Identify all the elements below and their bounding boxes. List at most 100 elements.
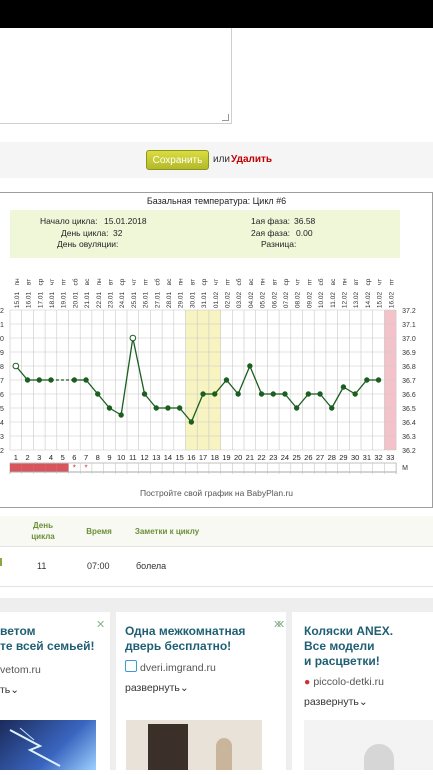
ad-2-expand[interactable]: развернуть⌄ [125,682,189,694]
date-label: 14.02 [365,291,372,308]
table-header [0,516,433,546]
weekday-label: сб [153,278,161,285]
temperature-line-segment [284,393,298,409]
y-tick-label-left: 1 [0,322,4,329]
ad-2-domain-label[interactable]: dveri.imgrand.ru [140,662,216,674]
weekday-label: пт [61,279,68,286]
date-label: 18.01 [49,291,56,308]
temperature-line-segment [331,386,345,409]
cycle-day-value: 32 [113,228,123,238]
delete-link[interactable]: Удалить [231,154,273,165]
top-black-bar [0,0,433,28]
ad-2-expand-label[interactable]: развернуть [125,682,180,694]
temperature-point [188,419,195,425]
weekday-label: пн [341,278,348,286]
y-tick-label-left: 8 [0,364,4,371]
date-label: 29.01 [178,291,185,308]
temperature-point [340,384,347,390]
temperature-point [282,391,288,397]
weekday-label: вт [271,279,278,285]
ad-1-image[interactable] [0,720,96,770]
close-icon[interactable]: ✕ [273,619,283,631]
ad-3-domain-label[interactable]: piccolo-detki.ru [313,676,384,688]
temperature-line-segment [85,379,99,395]
date-label: 16.01 [26,291,33,308]
temperature-point [129,334,137,342]
close-icon[interactable]: ✕ [276,619,286,631]
phase1-label: 1ая фаза: [251,216,291,226]
date-label: 01.02 [213,291,220,308]
day-number-label: 22 [257,453,265,462]
ad-2-domain[interactable]: dveri.imgrand.ru [125,660,216,674]
close-icon[interactable]: ✕ [96,619,106,631]
date-label: 02.02 [224,291,231,308]
day-number-label: 2 [25,453,29,462]
day-number-label: 10 [117,453,125,462]
day-number-label: 14 [164,453,172,462]
ad-1-title[interactable]: ветом те всей семьей! [0,624,95,653]
ad-1-expand-label[interactable]: ть [0,684,11,696]
chevron-down-icon: ⌄ [358,696,368,708]
menstruation-mark [56,463,69,472]
date-label: 13.02 [353,291,360,308]
date-label: 27.01 [154,291,161,308]
day-number-label: 29 [339,453,347,462]
date-label: 12.02 [341,291,348,308]
day-number-label: 5 [61,453,65,462]
day-number-label: 1 [14,453,18,462]
save-button[interactable]: Сохранить [146,150,209,170]
temperature-point [165,405,171,411]
resize-handle-icon[interactable] [222,114,229,121]
door-image [148,724,188,770]
weekday-label: вт [353,279,360,285]
phase2-value: 0.00 [296,228,313,238]
ad-3-expand-label[interactable]: развернуть [304,696,359,708]
y-tick-label-left: 0 [0,336,4,343]
weekday-label: вт [107,279,114,285]
ad-1-domain[interactable]: vetom.ru [0,664,41,676]
weekday-label: пн [178,278,185,286]
ad-1-expand[interactable]: ть⌄ [0,684,19,696]
ovulation-day-label: День овуляции: [57,239,119,249]
day-number-label: 26 [304,453,312,462]
ad-3-domain[interactable]: ● piccolo-detki.ru [304,676,384,688]
weekday-label: вс [166,278,173,285]
day-number-label: 9 [107,453,111,462]
star-icon: * [73,464,76,473]
temperature-point [106,405,113,411]
date-label: 17.01 [37,291,44,308]
chevron-down-icon: ⌄ [179,682,189,694]
favicon-icon [125,660,137,672]
phase1-value: 36.58 [294,216,316,226]
weekday-label: пт [143,279,150,286]
cycle-start-label: Начало цикла: [40,216,98,226]
cycle-day-label: День цикла: [61,228,109,238]
row-note[interactable]: болела [136,561,167,571]
ad-2-title[interactable]: Одна межкомнатная дверь бесплатно! [125,624,246,653]
date-label: 23.01 [107,291,114,308]
date-label: 28.01 [166,291,173,308]
date-label: 31.01 [201,291,208,308]
ad-3-image[interactable] [304,720,433,770]
y-tick-label-right: 36.7 [402,378,416,385]
temperature-line-segment [214,379,227,395]
y-tick-label-right: 37.0 [402,336,416,343]
ad-3-expand[interactable]: развернуть⌄ [304,696,368,708]
date-label: 03.02 [236,291,243,308]
phase2-label: 2ая фаза: [251,228,291,238]
temperature-point [329,405,335,411]
temperature-point [223,377,230,383]
cycle-info-box [10,210,400,258]
weekday-label: пн [96,278,103,286]
notes-textarea[interactable] [0,28,232,124]
y-tick-label-right: 37.1 [402,322,416,329]
weekday-label: сб [71,278,79,285]
date-label: 26.01 [143,291,150,308]
weekday-label: пт [306,279,313,286]
ad-3-title[interactable]: Коляски ANEX. Все модели и расцветки! [304,624,394,668]
day-number-label: 24 [281,453,289,462]
temperature-line-segment [225,379,239,395]
temperature-line-segment [97,393,110,409]
ad-2-image[interactable] [126,720,262,770]
temperature-line-segment [249,365,263,395]
